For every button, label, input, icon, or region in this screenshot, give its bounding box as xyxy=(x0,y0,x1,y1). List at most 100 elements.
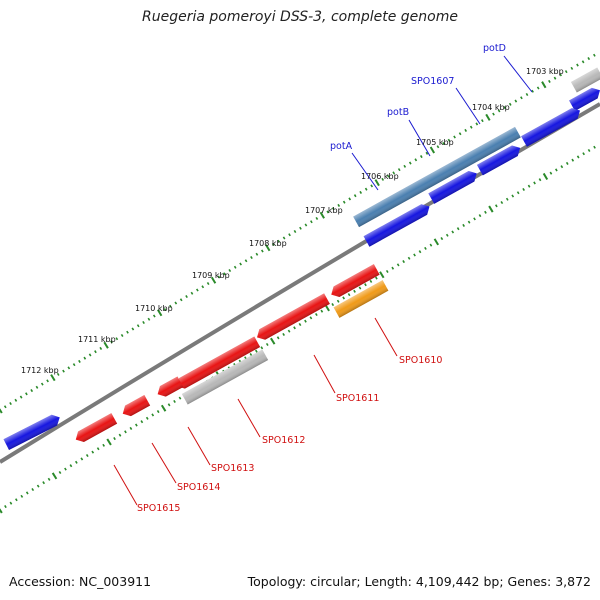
minor-tick xyxy=(163,307,167,312)
minor-tick xyxy=(320,309,324,313)
minor-tick xyxy=(69,464,73,468)
gene-feature-reverse[interactable] xyxy=(254,293,330,342)
gene-features xyxy=(3,67,600,450)
gene-feature-forward[interactable] xyxy=(521,105,583,147)
minor-tick xyxy=(576,155,580,159)
minor-tick xyxy=(136,324,140,328)
accession-text: Accession: NC_003911 xyxy=(9,574,152,589)
minor-tick xyxy=(129,426,133,430)
minor-tick xyxy=(244,259,248,263)
minor-tick xyxy=(40,382,44,386)
minor-tick xyxy=(156,410,160,414)
inner-tick-rail xyxy=(0,145,596,514)
gene-feature-orange[interactable] xyxy=(333,280,389,318)
gene-label-SPO1610[interactable]: SPO1610 xyxy=(399,355,442,366)
minor-tick xyxy=(353,289,356,293)
minor-tick xyxy=(564,70,568,74)
gene-feature-reverse[interactable] xyxy=(174,336,261,391)
minor-tick xyxy=(310,220,313,224)
gene-label-potB[interactable]: potB xyxy=(387,107,409,118)
gene-feature-forward[interactable] xyxy=(428,168,479,204)
minor-tick xyxy=(451,230,455,234)
minor-tick xyxy=(331,207,335,211)
minor-tick xyxy=(255,252,259,256)
minor-tick xyxy=(453,135,456,139)
minor-tick xyxy=(47,477,51,481)
minor-tick xyxy=(503,106,507,110)
major-tick xyxy=(319,211,325,219)
connector-potB xyxy=(408,119,431,157)
minor-tick xyxy=(99,346,103,350)
minor-tick xyxy=(25,491,29,495)
gene-label-SPO1614[interactable]: SPO1614 xyxy=(177,482,220,493)
minor-tick xyxy=(250,255,253,260)
connector-SPO1614 xyxy=(151,442,177,484)
gene-label-SPO1615[interactable]: SPO1615 xyxy=(137,503,180,514)
minor-tick xyxy=(36,484,40,488)
minor-tick xyxy=(418,250,422,254)
minor-tick xyxy=(304,223,308,227)
gene-feature-reverse[interactable] xyxy=(73,413,118,445)
gene-feature-pseudo[interactable] xyxy=(181,349,269,405)
kbp-label-1705: 1705 kbp xyxy=(416,138,454,147)
outer-tick-rail xyxy=(0,53,596,414)
minor-tick xyxy=(581,60,585,64)
gene-feature-highlight[interactable] xyxy=(353,126,521,228)
minor-tick xyxy=(478,214,482,218)
major-tick xyxy=(0,508,3,514)
kbp-label-1703: 1703 kbp xyxy=(526,67,564,76)
minor-tick xyxy=(392,171,396,175)
connector-SPO1607 xyxy=(455,87,481,125)
minor-tick xyxy=(228,269,232,273)
minor-tick xyxy=(359,190,363,194)
gene-label-SPO1612[interactable]: SPO1612 xyxy=(262,435,305,446)
minor-tick xyxy=(142,320,145,325)
minor-tick xyxy=(80,457,84,461)
gene-feature-forward[interactable] xyxy=(569,85,600,112)
major-tick xyxy=(541,81,547,89)
minor-tick xyxy=(190,291,194,295)
minor-tick xyxy=(456,227,460,231)
gene-feature-reverse[interactable] xyxy=(120,394,151,419)
minor-tick xyxy=(436,145,440,149)
minor-tick xyxy=(403,164,407,168)
minor-tick xyxy=(56,372,60,376)
minor-tick xyxy=(587,148,591,153)
minor-tick xyxy=(413,253,416,257)
gene-feature-forward[interactable] xyxy=(3,412,63,450)
minor-tick xyxy=(94,350,97,354)
minor-tick xyxy=(304,319,307,323)
minor-tick xyxy=(74,460,78,464)
gene-feature-reverse[interactable] xyxy=(155,376,184,399)
major-tick xyxy=(374,179,380,187)
minor-tick xyxy=(260,346,264,350)
gene-feature-forward[interactable] xyxy=(476,143,523,176)
gene-feature-forward[interactable] xyxy=(363,201,433,247)
kbp-label-1709: 1709 kbp xyxy=(192,271,230,280)
minor-tick xyxy=(85,453,89,458)
gene-feature-pseudo[interactable] xyxy=(570,67,600,93)
minor-tick xyxy=(115,337,119,341)
minor-tick xyxy=(67,366,71,370)
minor-tick xyxy=(239,262,242,266)
minor-tick xyxy=(151,413,155,417)
minor-tick xyxy=(276,336,280,340)
minor-tick xyxy=(447,138,451,142)
major-tick xyxy=(270,337,276,345)
minor-tick xyxy=(484,210,487,214)
gene-label-potD[interactable]: potD xyxy=(483,43,506,54)
gene-label-SPO1607[interactable]: SPO1607 xyxy=(411,76,454,87)
minor-tick xyxy=(298,322,302,327)
minor-tick xyxy=(414,158,418,162)
minor-tick xyxy=(407,256,411,260)
minor-tick xyxy=(425,151,429,155)
gene-label-potA[interactable]: potA xyxy=(330,141,353,152)
gene-label-SPO1611[interactable]: SPO1611 xyxy=(336,393,379,404)
minor-tick xyxy=(358,286,362,290)
connector-potA xyxy=(351,152,379,191)
minor-tick xyxy=(531,89,534,93)
minor-tick xyxy=(492,112,495,116)
major-tick xyxy=(103,341,109,349)
gene-feature-reverse[interactable] xyxy=(328,264,380,300)
gene-label-SPO1613[interactable]: SPO1613 xyxy=(211,463,254,474)
